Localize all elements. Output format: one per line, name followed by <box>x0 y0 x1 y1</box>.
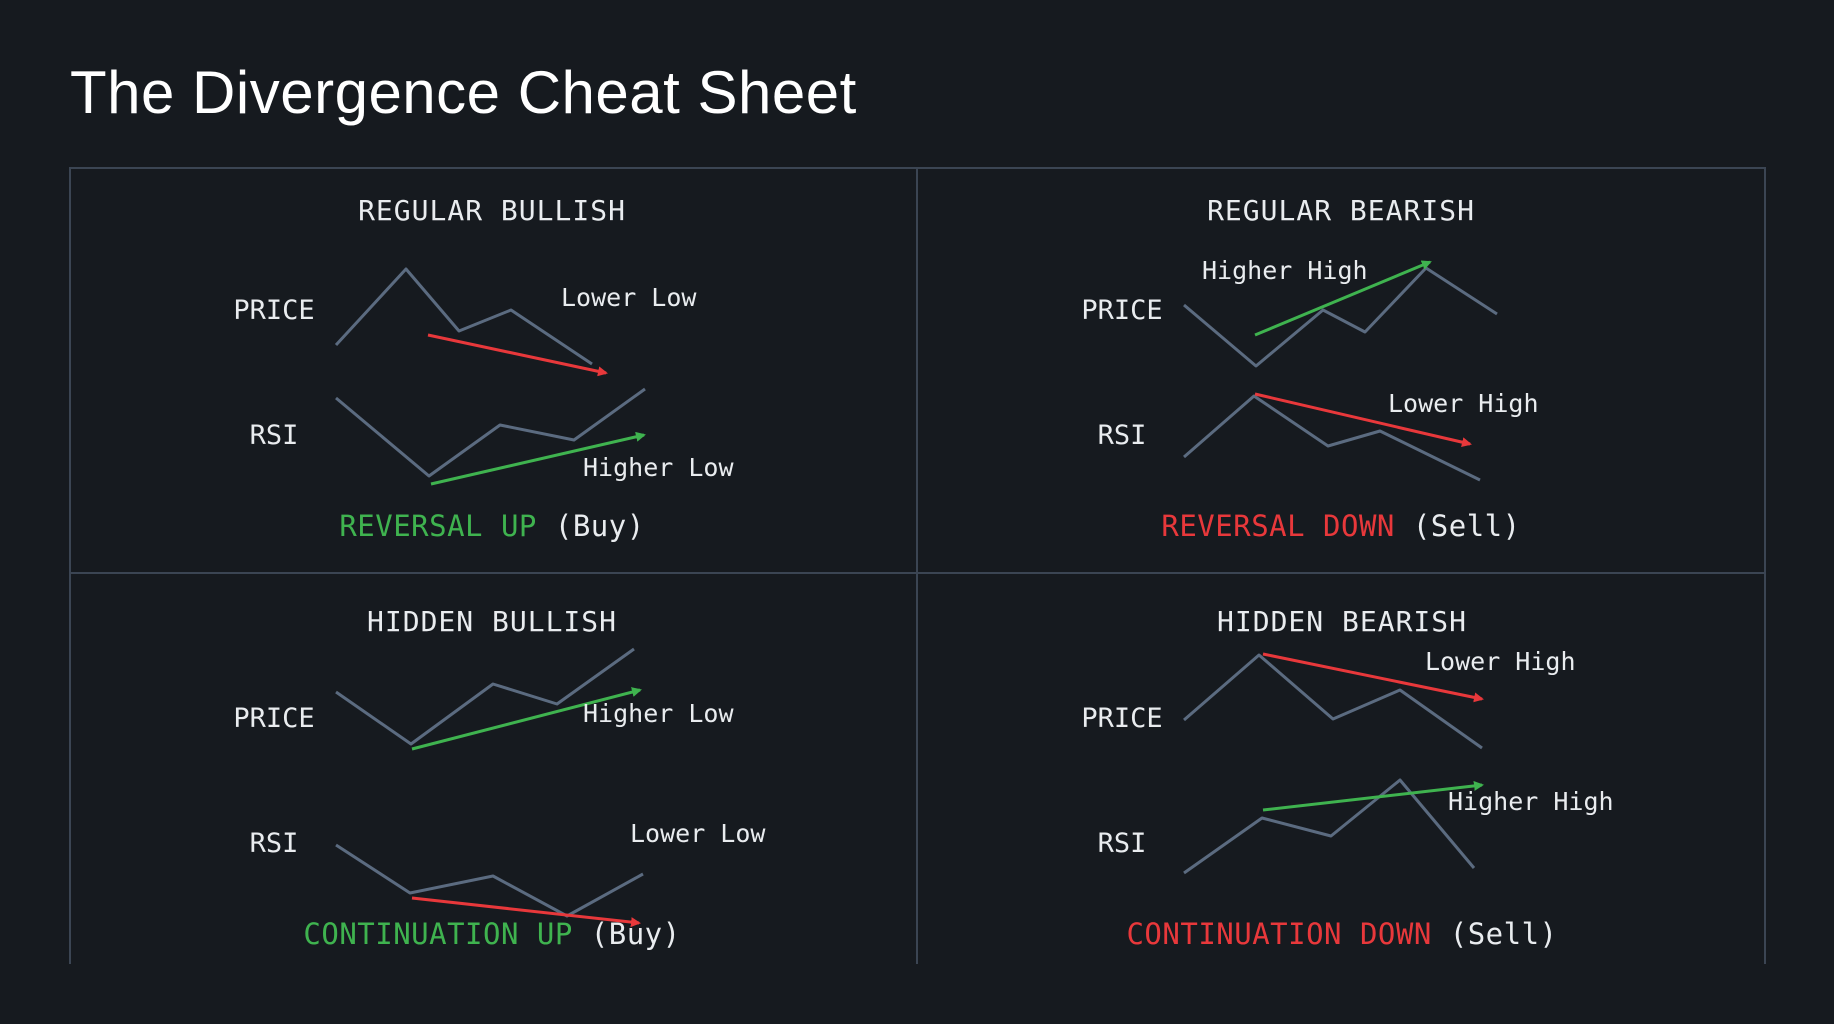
price-divergence-arrow <box>1262 652 1484 703</box>
rsi-note: Higher High <box>1448 787 1614 816</box>
signal-text: CONTINUATION UP <box>303 917 573 951</box>
hidden-bullish-chart <box>335 647 644 928</box>
grid-divider-horizontal <box>69 572 1766 574</box>
panel-heading: REGULAR BULLISH <box>358 194 626 227</box>
rsi-label: RSI <box>249 828 299 859</box>
signal-action: (Sell) <box>1412 509 1521 543</box>
regular-bearish-chart <box>1183 260 1498 482</box>
price-note: Higher High <box>1202 256 1368 285</box>
grid-border-left <box>69 167 71 964</box>
price-label: PRICE <box>1081 703 1163 734</box>
price-note: Lower Low <box>561 283 697 312</box>
signal-action: (Sell) <box>1449 917 1558 951</box>
rsi-divergence-arrow <box>1262 780 1484 812</box>
price-curve <box>1183 266 1498 368</box>
rsi-curve <box>335 843 644 918</box>
signal-text: REVERSAL DOWN <box>1161 509 1395 543</box>
rsi-divergence-arrow <box>430 431 646 486</box>
rsi-curve <box>1183 394 1481 482</box>
rsi-curve <box>1183 778 1476 875</box>
rsi-note: Higher Low <box>583 453 734 482</box>
price-divergence-arrow <box>1254 260 1432 337</box>
signal-text: REVERSAL UP <box>339 509 537 543</box>
panel-regular-bearish: REGULAR BEARISH PRICE RSI Higher High Lo… <box>917 167 1765 567</box>
divergence-grid: REGULAR BULLISH PRICE RSI Lower Low High… <box>69 167 1766 964</box>
price-label: PRICE <box>233 703 315 734</box>
signal-line: CONTINUATION DOWN (Sell) <box>1126 917 1557 951</box>
panel-heading: HIDDEN BEARISH <box>1216 605 1468 638</box>
signal-text: CONTINUATION DOWN <box>1126 917 1432 951</box>
panel-heading: REGULAR BEARISH <box>1207 194 1475 227</box>
hidden-bearish-chart <box>1183 652 1484 875</box>
price-curve <box>335 647 635 746</box>
panel-regular-bullish: REGULAR BULLISH PRICE RSI Lower Low High… <box>69 167 917 567</box>
price-curve <box>1183 653 1483 750</box>
rsi-divergence-arrow <box>411 896 641 928</box>
rsi-note: Lower High <box>1388 389 1539 418</box>
signal-action: (Buy) <box>554 509 645 543</box>
rsi-curve <box>335 387 646 478</box>
price-label: PRICE <box>1081 295 1163 326</box>
price-note: Higher Low <box>583 699 734 728</box>
regular-bullish-chart <box>334 267 646 486</box>
rsi-label: RSI <box>1097 828 1147 859</box>
signal-line: CONTINUATION UP (Buy) <box>303 917 680 951</box>
rsi-label: RSI <box>249 420 299 451</box>
price-divergence-arrow <box>411 687 642 751</box>
panel-heading: HIDDEN BULLISH <box>366 605 618 638</box>
signal-line: REVERSAL DOWN (Sell) <box>1161 509 1520 543</box>
rsi-label: RSI <box>1097 420 1147 451</box>
grid-divider-vertical <box>916 167 918 964</box>
price-curve <box>334 267 593 366</box>
price-label: PRICE <box>233 295 315 326</box>
grid-border-right <box>1764 167 1766 964</box>
signal-action: (Buy) <box>590 917 681 951</box>
panel-hidden-bearish: HIDDEN BEARISH PRICE RSI Lower High High… <box>917 574 1765 974</box>
panel-hidden-bullish: HIDDEN BULLISH PRICE RSI Higher Low Lowe… <box>69 574 917 974</box>
price-note: Lower High <box>1425 647 1576 676</box>
signal-line: REVERSAL UP (Buy) <box>339 509 644 543</box>
rsi-note: Lower Low <box>630 819 766 848</box>
page-title: The Divergence Cheat Sheet <box>70 59 857 126</box>
rsi-divergence-arrow <box>1254 392 1472 448</box>
price-divergence-arrow <box>427 333 608 377</box>
